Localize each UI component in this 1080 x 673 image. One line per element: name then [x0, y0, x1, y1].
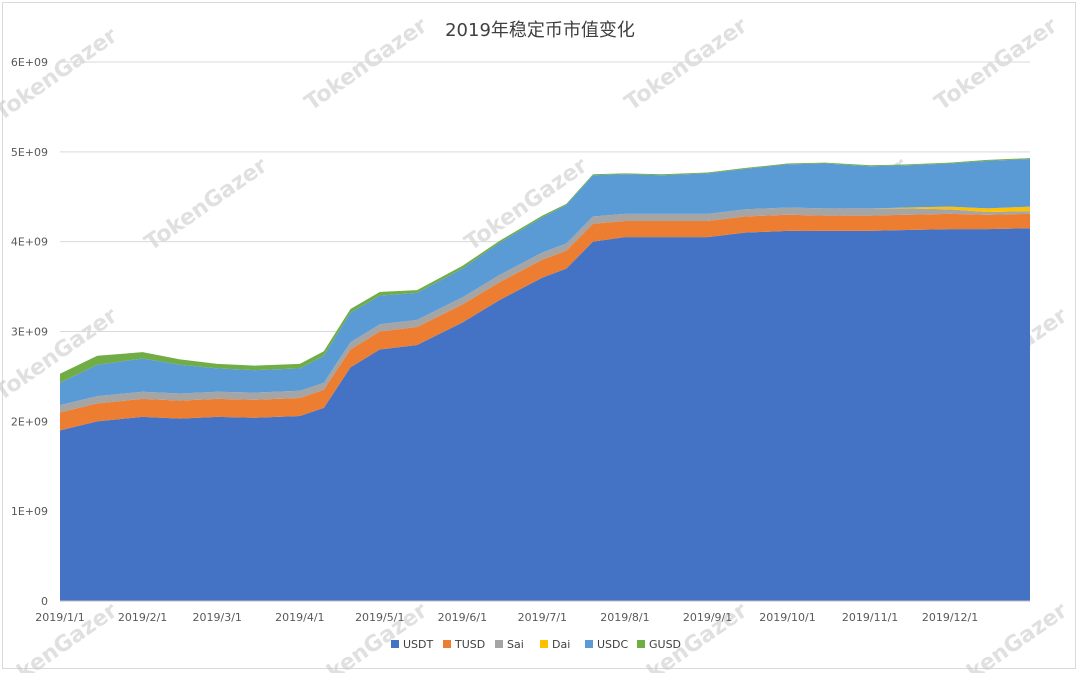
legend-swatch-sai: [495, 640, 503, 648]
watermark-text: TokenGazer: [940, 598, 1072, 673]
legend-label-usdc: USDC: [597, 638, 629, 651]
y-axis: 0 1E+09 2E+09 3E+09 4E+09 5E+09 6E+09: [11, 56, 48, 608]
x-tick-label: 2019/9/1: [683, 611, 732, 624]
legend-swatch-usdt: [391, 640, 399, 648]
watermark-text: TokenGazer: [620, 13, 752, 116]
legend: USDT TUSD Sai Dai USDC GUSD: [391, 638, 681, 651]
watermark-text: TokenGazer: [300, 598, 432, 673]
x-axis: 2019/1/1 2019/2/1 2019/3/1 2019/4/1 2019/5/1…: [35, 600, 1030, 624]
legend-label-gusd: GUSD: [649, 638, 681, 651]
legend-swatch-tusd: [443, 640, 451, 648]
area-series-tusd: [60, 213, 1030, 431]
x-tick-label: 2019/11/1: [842, 611, 898, 624]
area-series-usdc: [60, 159, 1030, 406]
legend-label-usdt: USDT: [403, 638, 434, 651]
watermark-text: TokenGazer: [930, 13, 1062, 116]
stacked-areas: [60, 158, 1030, 602]
x-tick-label: 2019/2/1: [118, 611, 167, 624]
legend-label-tusd: TUSD: [454, 638, 485, 651]
x-tick-label: 2019/8/1: [600, 611, 649, 624]
y-tick-label: 6E+09: [11, 56, 48, 69]
y-tick-label: 2E+09: [11, 415, 48, 428]
y-tick-label: 1E+09: [11, 505, 48, 518]
x-tick-label: 2019/1/1: [35, 611, 84, 624]
area-series-gusd: [60, 158, 1030, 383]
area-series-usdt: [60, 228, 1030, 602]
legend-swatch-usdc: [585, 640, 593, 648]
watermark-text: TokenGazer: [300, 13, 432, 116]
x-tick-label: 2019/4/1: [275, 611, 324, 624]
legend-swatch-gusd: [637, 640, 645, 648]
x-tick-label: 2019/5/1: [355, 611, 404, 624]
watermark-text: TokenGazer: [620, 598, 752, 673]
watermark-text: TokenGazer: [0, 23, 122, 126]
legend-label-sai: Sai: [507, 638, 524, 651]
y-tick-label: 4E+09: [11, 236, 48, 249]
watermark-text: TokenGazer: [140, 153, 272, 256]
y-tick-label: 0: [41, 595, 48, 608]
y-tick-label: 3E+09: [11, 326, 48, 339]
x-tick-label: 2019/6/1: [438, 611, 487, 624]
legend-swatch-dai: [540, 640, 548, 648]
y-tick-label: 5E+09: [11, 146, 48, 159]
x-tick-label: 2019/3/1: [193, 611, 242, 624]
chart-title: 2019年稳定币市值变化: [445, 20, 635, 41]
x-tick-label: 2019/12/1: [922, 611, 978, 624]
watermark-text: TokenGazer: [0, 598, 122, 673]
x-tick-label: 2019/10/1: [759, 611, 815, 624]
x-tick-label: 2019/7/1: [518, 611, 567, 624]
legend-label-dai: Dai: [552, 638, 570, 651]
